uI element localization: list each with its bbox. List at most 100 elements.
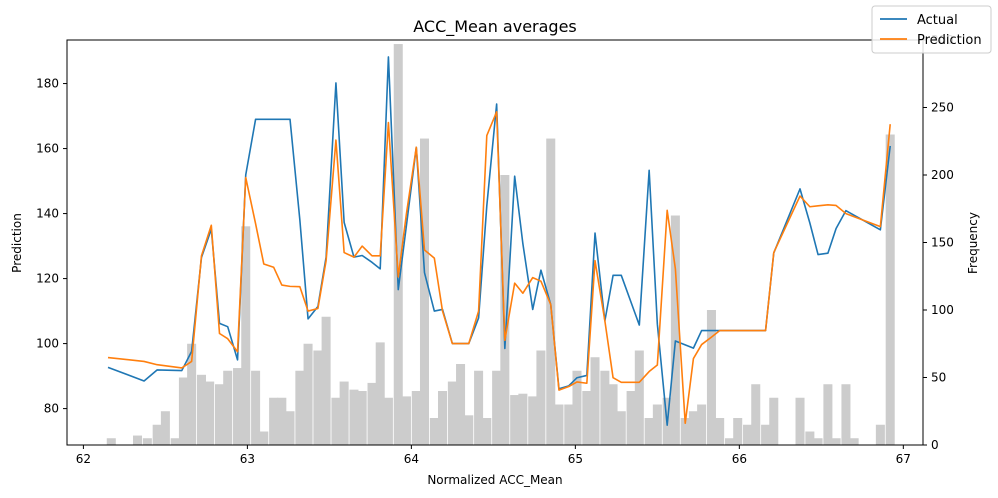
histogram-bar (769, 397, 779, 445)
histogram-bar (795, 397, 805, 445)
histogram-bar (670, 215, 680, 445)
histogram-bar (393, 44, 403, 446)
histogram-bar (590, 357, 600, 445)
histogram-bar (697, 404, 707, 445)
histogram-bar (546, 138, 556, 446)
histogram-bar (564, 404, 574, 445)
histogram-bar (724, 438, 735, 445)
x-axis-label: Normalized ACC_Mean (427, 473, 562, 487)
histogram-bar (482, 418, 492, 445)
legend-box (871, 5, 992, 54)
histogram-bar (160, 411, 170, 445)
histogram-bar (600, 370, 610, 445)
histogram-bar (133, 435, 143, 445)
histogram-bar (841, 384, 851, 445)
histogram-bar (831, 438, 841, 445)
x-tick-label: 63 (240, 452, 255, 466)
histogram-bar (634, 350, 644, 445)
histogram-bars (106, 44, 895, 446)
histogram-bar (152, 424, 162, 445)
left-tick-label: 120 (36, 272, 59, 286)
x-tick-label: 62 (76, 452, 91, 466)
histogram-bar (805, 431, 815, 445)
left-tick-label: 140 (36, 207, 59, 221)
histogram-bar (178, 377, 188, 445)
histogram-bar (142, 438, 152, 445)
x-tick-label: 64 (404, 452, 419, 466)
histogram-bar (715, 418, 725, 445)
histogram-bar (464, 415, 474, 445)
right-tick-label: 100 (931, 303, 954, 317)
histogram-bar (536, 350, 546, 445)
histogram-bar (751, 384, 761, 445)
x-tick-label: 66 (732, 452, 747, 466)
histogram-bar (492, 370, 502, 445)
histogram-bar (313, 350, 323, 445)
legend: Actual Prediction (871, 5, 992, 54)
right-tick-label: 150 (931, 236, 954, 250)
right-axis-label: Frequency (966, 212, 980, 274)
histogram-bar (554, 404, 564, 445)
x-axis-ticks: 62 63 64 65 66 67 (76, 445, 911, 466)
histogram-bar (823, 384, 833, 445)
histogram-bar (528, 396, 538, 445)
chart-title: ACC_Mean averages (413, 17, 577, 37)
histogram-bar (277, 397, 287, 445)
histogram-bar (170, 438, 180, 445)
histogram-bar (349, 389, 359, 445)
histogram-bar (367, 382, 377, 445)
histogram-bar (500, 175, 510, 445)
left-axis-ticks: 80 100 120 140 160 180 (36, 77, 67, 416)
left-tick-label: 160 (36, 142, 59, 156)
histogram-bar (429, 418, 439, 445)
histogram-bar (241, 226, 251, 445)
histogram-bar (706, 310, 716, 445)
histogram-bar (616, 411, 626, 445)
histogram-bar (419, 138, 429, 446)
histogram-bar (106, 438, 116, 445)
histogram-bar (447, 381, 457, 445)
histogram-bar (339, 381, 349, 445)
legend-label-actual: Actual (917, 13, 958, 28)
histogram-bar (474, 370, 484, 445)
histogram-bar (510, 395, 520, 445)
series-lines (107, 56, 891, 426)
histogram-bar (652, 404, 662, 445)
series-line-prediction (107, 111, 891, 425)
histogram-bar (321, 316, 331, 445)
histogram-bar (285, 411, 295, 445)
histogram-bar (205, 381, 215, 445)
histogram-bar (383, 397, 393, 445)
histogram-bar (813, 438, 823, 445)
histogram-bar (733, 418, 743, 445)
histogram-bar (223, 370, 233, 445)
histogram-bar (187, 343, 197, 445)
histogram-bar (357, 391, 367, 445)
legend-label-prediction: Prediction (917, 33, 982, 48)
histogram-bar (743, 424, 753, 445)
histogram-bar (456, 364, 466, 445)
right-tick-label: 200 (931, 168, 954, 182)
histogram-bar (849, 438, 859, 445)
histogram-bar (608, 384, 618, 445)
histogram-bar (688, 411, 698, 445)
histogram-bar (875, 424, 885, 445)
left-axis-label: Prediction (10, 213, 24, 273)
right-tick-label: 250 (931, 101, 954, 115)
left-tick-label: 100 (36, 337, 59, 351)
histogram-bar (644, 418, 654, 445)
histogram-bar (885, 134, 895, 445)
histogram-bar (196, 374, 206, 445)
histogram-bar (295, 370, 305, 445)
histogram-bar (438, 391, 448, 445)
right-tick-label: 50 (931, 371, 946, 385)
histogram-bar (680, 418, 690, 445)
x-tick-label: 65 (568, 452, 583, 466)
histogram-bar (259, 431, 269, 445)
histogram-bar (572, 370, 582, 445)
histogram-bar (411, 391, 421, 445)
histogram-bar (401, 396, 411, 445)
histogram-bar (331, 397, 341, 445)
histogram-bar (215, 384, 225, 445)
right-tick-label: 0 (931, 438, 939, 452)
